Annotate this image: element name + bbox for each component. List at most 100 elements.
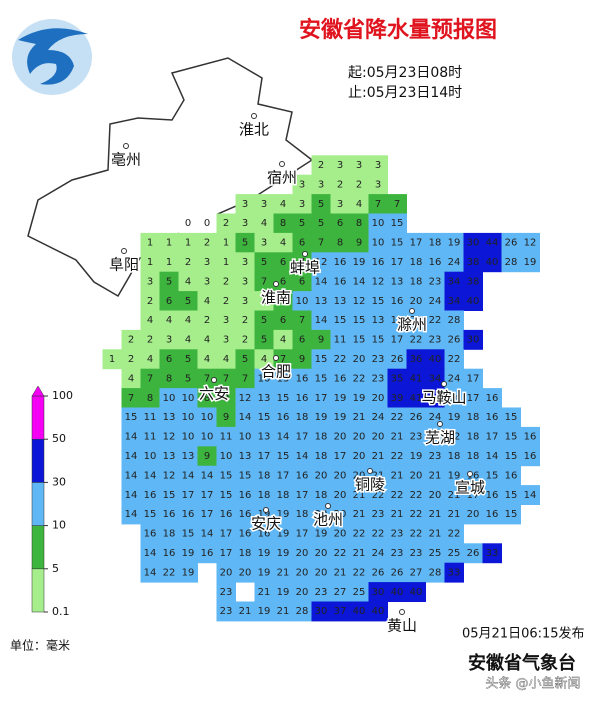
grid-value: 39 xyxy=(391,393,404,404)
grid-cell xyxy=(311,232,331,253)
grid-cell xyxy=(501,407,521,428)
legend-label: 5 xyxy=(52,562,59,575)
grid-value: 5 xyxy=(261,335,267,346)
grid-cell xyxy=(159,407,179,428)
grid-value: 6 xyxy=(166,354,172,365)
grid-value: 9 xyxy=(299,354,305,365)
grid-value: 14 xyxy=(277,432,290,443)
grid-value: 0 xyxy=(204,218,210,229)
grid-value: 12 xyxy=(524,238,537,249)
grid-cell xyxy=(444,349,464,370)
grid-cell xyxy=(197,310,217,331)
grid-value: 3 xyxy=(147,276,153,287)
grid-cell xyxy=(368,329,388,350)
grid-value: 20 xyxy=(334,432,347,443)
grid-value: 20 xyxy=(372,432,385,443)
grid-value: 28 xyxy=(505,257,518,268)
grid-cell xyxy=(425,232,445,253)
grid-cell xyxy=(273,465,293,486)
grid-value: 35 xyxy=(391,373,404,384)
city-name: 淮北 xyxy=(239,121,269,139)
grid-value: 24 xyxy=(448,257,461,268)
grid-cell xyxy=(273,446,293,467)
grid-value: 20 xyxy=(296,567,309,578)
grid-value: 23 xyxy=(391,529,404,540)
grid-cell xyxy=(444,407,464,428)
city-dot xyxy=(367,468,373,474)
grid-cell xyxy=(330,543,350,564)
grid-cell xyxy=(368,232,388,253)
grid-cell xyxy=(368,155,388,176)
grid-cell xyxy=(387,368,407,389)
grid-value: 9 xyxy=(223,412,229,423)
grid-cell xyxy=(216,232,236,253)
grid-value: 23 xyxy=(372,373,385,384)
grid-value: 23 xyxy=(429,451,442,462)
grid-value: 19 xyxy=(315,412,328,423)
grid-value: 21 xyxy=(429,529,442,540)
grid-value: 17 xyxy=(486,432,499,443)
grid-cell xyxy=(349,543,369,564)
grid-value: 26 xyxy=(391,567,404,578)
grid-cell xyxy=(482,388,502,408)
city-dot xyxy=(263,507,269,513)
city-name: 铜陵 xyxy=(355,476,385,494)
grid-value: 20 xyxy=(315,567,328,578)
grid-value: 17 xyxy=(201,509,214,520)
grid-value: 20 xyxy=(467,509,480,520)
grid-value: 19 xyxy=(315,529,328,540)
grid-value: 13 xyxy=(182,451,195,462)
grid-value: 1 xyxy=(166,257,172,268)
grid-cell xyxy=(444,310,464,331)
grid-cell xyxy=(330,407,350,428)
grid-cell xyxy=(159,504,179,525)
grid-cell xyxy=(254,329,274,350)
grid-value: 18 xyxy=(410,276,423,287)
grid-value: 3 xyxy=(242,199,248,210)
grid-cell xyxy=(102,349,122,370)
grid-value: 10 xyxy=(201,432,214,443)
grid-cell xyxy=(159,562,179,583)
grid-value: 21 xyxy=(391,432,404,443)
grid-cell xyxy=(444,504,464,525)
grid-cell xyxy=(349,465,369,486)
grid-cells: 2 3 3 33 3 2 2 33 3 4 3 5 3 4 7 70 0 2 3 4 8 5 5 6 8 10 151 1 1 2 1 5 3 4… xyxy=(102,155,540,622)
grid-cell xyxy=(159,329,179,350)
grid-value: 6 xyxy=(299,238,305,249)
grid-cell xyxy=(387,291,407,311)
grid-value: 21 xyxy=(258,587,271,598)
grid-cell xyxy=(520,485,540,505)
grid-value: 5 xyxy=(166,276,172,287)
grid-cell xyxy=(501,485,521,505)
grid-value: 15 xyxy=(277,393,290,404)
grid-cell xyxy=(406,562,426,583)
grid-cell xyxy=(292,291,312,311)
grid-value: 18 xyxy=(429,238,442,249)
grid-value: 13 xyxy=(258,432,271,443)
grid-cell xyxy=(406,271,426,292)
grid-value: 20 xyxy=(239,567,252,578)
grid-value: 25 xyxy=(448,548,461,559)
city-name: 六安 xyxy=(199,385,229,403)
grid-cell xyxy=(387,446,407,467)
grid-cell xyxy=(330,523,350,544)
grid-value: 26 xyxy=(372,567,385,578)
grid-value: 14 xyxy=(201,470,214,481)
grid-cell xyxy=(254,252,274,273)
grid-value: 21 xyxy=(372,470,385,481)
start-time: 起:05月23日08时 xyxy=(348,65,462,81)
grid-value: 19 xyxy=(524,257,537,268)
grid-value: 4 xyxy=(280,335,286,346)
grid-value: 24 xyxy=(372,548,385,559)
grid-cell xyxy=(387,426,407,447)
grid-value: 30 xyxy=(467,238,480,249)
grid-cell xyxy=(273,194,293,214)
grid-cell xyxy=(406,485,426,505)
grid-cell xyxy=(178,368,198,389)
city-dot xyxy=(123,143,129,149)
grid-cell xyxy=(292,465,312,486)
grid-value: 21 xyxy=(277,567,290,578)
grid-cell xyxy=(292,252,312,273)
grid-cell xyxy=(444,329,464,350)
grid-value: 15 xyxy=(315,354,328,365)
